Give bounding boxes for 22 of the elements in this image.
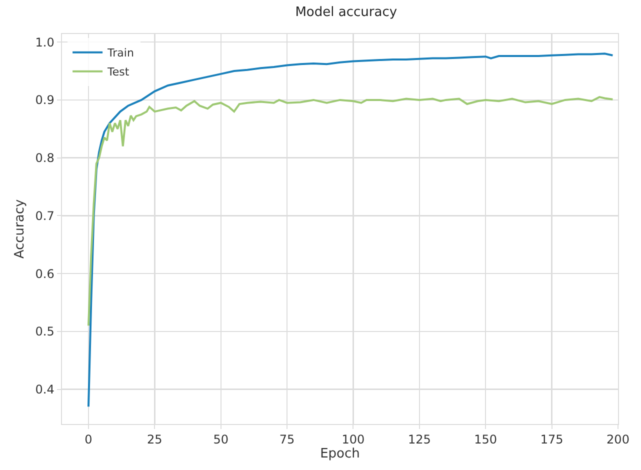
y-tick-label: 0.4 [35,382,54,396]
x-tick-label: 200 [606,432,630,447]
x-tick-label: 75 [279,432,295,447]
y-tick-label: 0.8 [35,151,54,166]
x-tick-label: 100 [342,432,365,447]
line-series [87,96,614,327]
y-tick-label: 0.9 [35,93,54,108]
y-tick-label: 0.5 [35,324,54,339]
y-tick-label: 1.0 [35,35,54,50]
x-tick-label: 150 [474,432,498,447]
chart-title: Model accuracy [295,5,398,20]
x-axis-title: Epoch [320,446,360,462]
y-axis-title: Accuracy [12,199,28,259]
y-tick-label: 0.7 [35,208,54,223]
legend-label: Test [106,66,130,79]
legend-label: Train [106,46,134,60]
x-tick-label: 0 [84,432,92,447]
x-tick-label: 50 [213,432,228,447]
y-tick-label: 0.6 [35,266,54,281]
x-tick-label: 175 [540,432,564,447]
x-tick-label: 25 [147,432,162,447]
x-tick-label: 125 [408,432,431,447]
